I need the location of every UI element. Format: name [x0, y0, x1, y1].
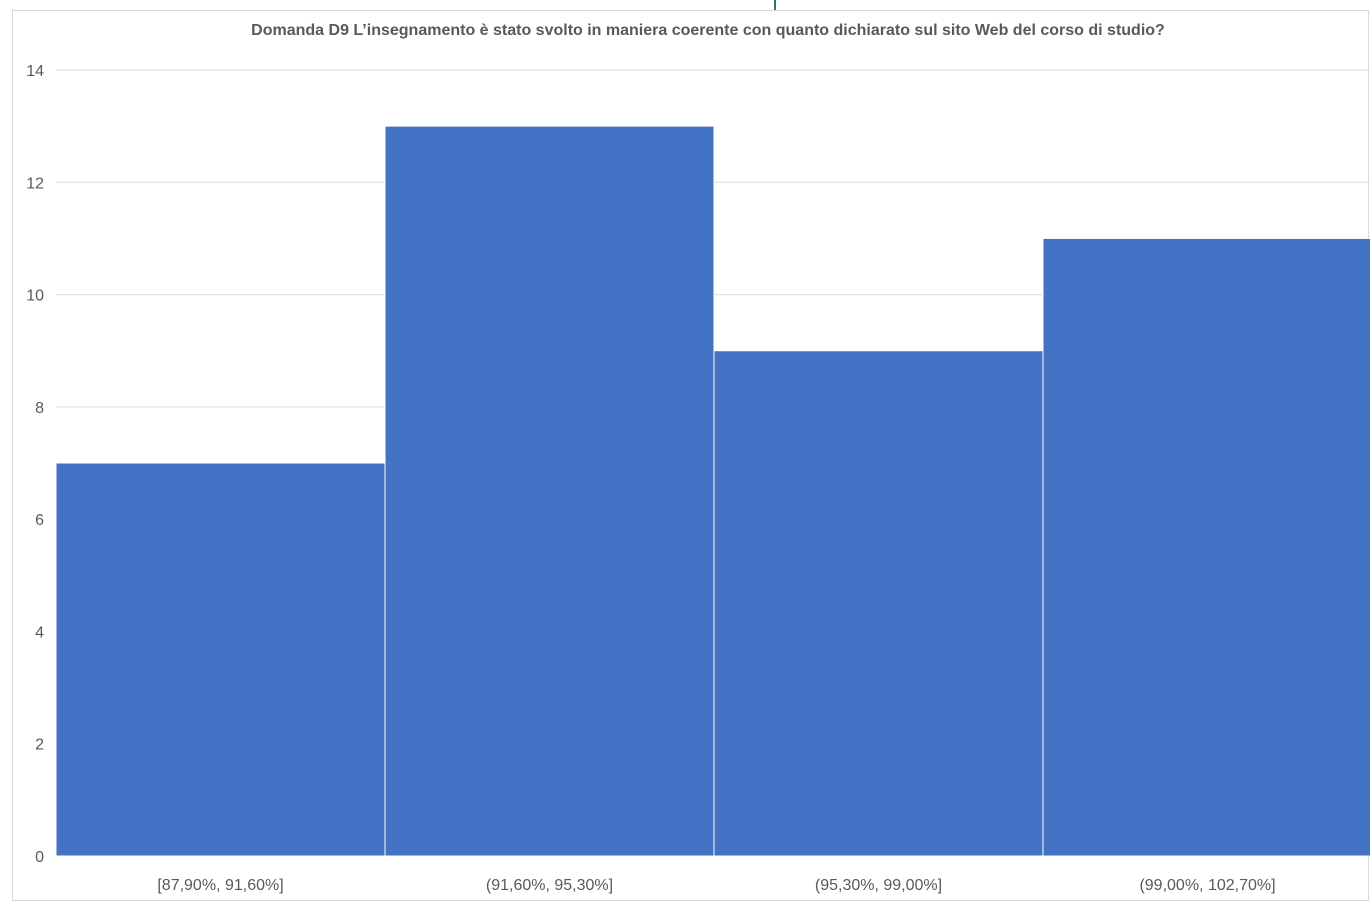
y-tick-label: 0 — [35, 849, 44, 866]
y-tick-label: 8 — [35, 400, 44, 417]
y-tick-label: 12 — [26, 175, 44, 192]
y-axis-ticks: 0 2 4 6 8 10 12 14 — [26, 63, 44, 866]
y-tick-label: 14 — [26, 63, 44, 80]
y-tick-label: 10 — [26, 288, 44, 305]
x-tick-label: (95,30%, 99,00%] — [815, 877, 942, 894]
bar-3 — [1042, 237, 1370, 857]
bar-0 — [55, 462, 386, 857]
chart-title: Domanda D9 L’insegnamento è stato svolto… — [251, 22, 1165, 39]
y-tick-label: 4 — [35, 624, 44, 641]
x-axis-ticks: [87,90%, 91,60%] (91,60%, 95,30%] (95,30%,… — [157, 877, 1275, 894]
bar-2 — [713, 350, 1044, 857]
y-tick-label: 2 — [35, 737, 44, 754]
bar-1 — [384, 125, 715, 857]
x-tick-label: (99,00%, 102,70%] — [1139, 877, 1275, 894]
x-tick-label: [87,90%, 91,60%] — [157, 877, 283, 894]
x-tick-label: (91,60%, 95,30%] — [486, 877, 613, 894]
bars — [55, 125, 1370, 857]
top-marker — [774, 0, 776, 10]
y-tick-label: 6 — [35, 512, 44, 529]
